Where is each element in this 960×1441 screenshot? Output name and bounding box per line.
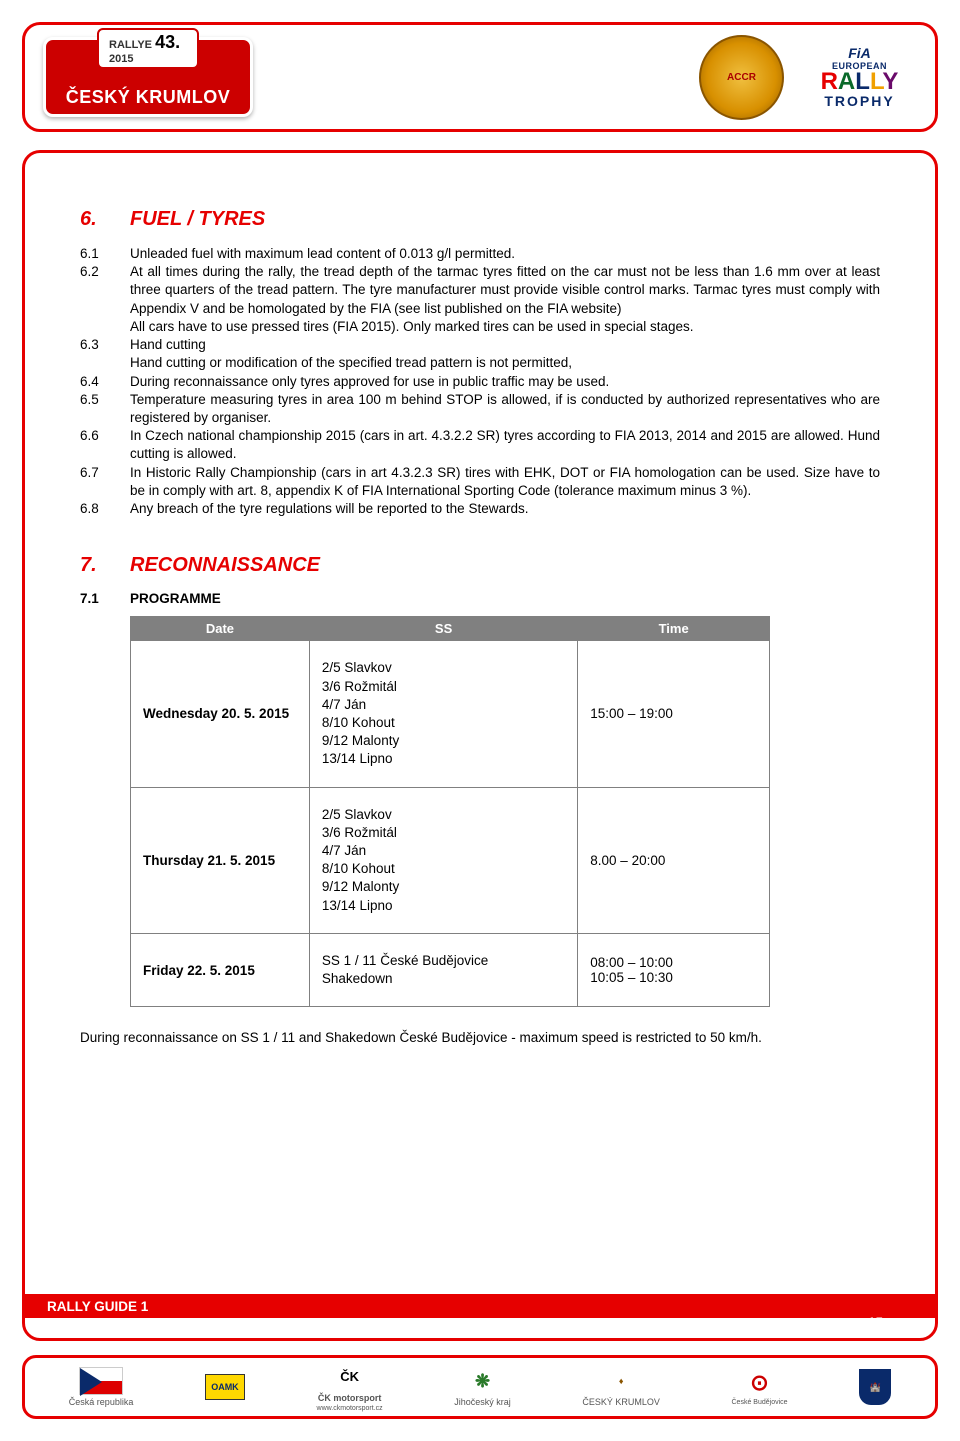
- section-6-title: 6.FUEL / TYRES: [80, 208, 880, 231]
- section-6-clauses: 6.1Unleaded fuel with maximum lead conte…: [80, 245, 880, 518]
- clause-body: Any breach of the tyre regulations will …: [130, 500, 880, 518]
- clause-row: 6.1Unleaded fuel with maximum lead conte…: [80, 245, 880, 263]
- fia-label: FiA: [848, 45, 871, 61]
- clause-number: 6.5: [80, 391, 130, 427]
- ss-cell: SS 1 / 11 České BudějoviceShakedown: [309, 933, 577, 1006]
- clause-row: 6.3Hand cuttingHand cutting or modificat…: [80, 336, 880, 372]
- rally-plate-logo: RALLYE 43. 2015 ČESKÝ KRUMLOV: [43, 37, 253, 117]
- crest-icon: 🏰: [859, 1369, 891, 1405]
- section-7-num: 7.: [80, 554, 130, 577]
- sponsor-label: Česká republika: [69, 1397, 134, 1407]
- krumlov-icon: ♦: [600, 1367, 642, 1395]
- footer-red-bar: RALLY GUIDE 1: [25, 1294, 935, 1318]
- programme-header-time: Time: [578, 617, 770, 641]
- programme-header-row: Date SS Time: [131, 617, 770, 641]
- date-cell: Thursday 21. 5. 2015: [131, 787, 310, 933]
- page-number: 15: [868, 1315, 883, 1330]
- clause-number: 6.6: [80, 427, 130, 463]
- sponsor-ceska-republika: Česká republika: [69, 1367, 134, 1407]
- section-7-sub-text: PROGRAMME: [130, 591, 221, 606]
- ck-icon: ČK: [329, 1363, 371, 1391]
- section-6-num: 6.: [80, 208, 130, 231]
- clause-number: 6.7: [80, 464, 130, 500]
- sponsor-jihocesky-kraj: ❋ Jihočeský kraj: [454, 1367, 511, 1407]
- clause-row: 6.6In Czech national championship 2015 (…: [80, 427, 880, 463]
- sponsor-label: ČK motorsport: [318, 1393, 382, 1403]
- clause-body: Temperature measuring tyres in area 100 …: [130, 391, 880, 427]
- clause-row: 6.2At all times during the rally, the tr…: [80, 263, 880, 336]
- time-cell: 08:00 – 10:0010:05 – 10:30: [578, 933, 770, 1006]
- clause-row: 6.5Temperature measuring tyres in area 1…: [80, 391, 880, 427]
- sponsor-label: České Budějovice: [732, 1399, 788, 1406]
- czech-flag-icon: [79, 1367, 123, 1395]
- table-row: Thursday 21. 5. 20152/5 Slavkov3/6 Rožmi…: [131, 787, 770, 933]
- fia-trophy: TROPHY: [824, 93, 894, 109]
- section-7-text: RECONNAISSANCE: [130, 554, 320, 576]
- clause-body: In Historic Rally Championship (cars in …: [130, 464, 880, 500]
- table-row: Wednesday 20. 5. 20152/5 Slavkov3/6 Rožm…: [131, 641, 770, 787]
- section-7-sub-num: 7.1: [80, 591, 130, 606]
- time-cell: 8.00 – 20:00: [578, 787, 770, 933]
- ss-cell: 2/5 Slavkov3/6 Rožmitál4/7 Ján8/10 Kohou…: [309, 641, 577, 787]
- section-7: 7.RECONNAISSANCE 7.1PROGRAMME Date SS Ti…: [80, 554, 880, 1047]
- sponsor-label: Jihočeský kraj: [454, 1397, 511, 1407]
- plate-bottom: ČESKÝ KRUMLOV: [46, 87, 250, 108]
- clause-body: Unleaded fuel with maximum lead content …: [130, 245, 880, 263]
- sponsor-ceske-budejovice: ⊙ České Budějovice: [732, 1369, 788, 1406]
- sponsor-cesky-krumlov: ♦ ČESKÝ KRUMLOV: [582, 1367, 660, 1407]
- jihocesky-icon: ❋: [462, 1367, 504, 1395]
- sponsor-label: ČESKÝ KRUMLOV: [582, 1397, 660, 1407]
- date-cell: Wednesday 20. 5. 2015: [131, 641, 310, 787]
- table-row: Friday 22. 5. 2015SS 1 / 11 České Budějo…: [131, 933, 770, 1006]
- ss-cell: 2/5 Slavkov3/6 Rožmitál4/7 Ján8/10 Kohou…: [309, 787, 577, 933]
- programme-table: Date SS Time Wednesday 20. 5. 20152/5 Sl…: [130, 616, 770, 1007]
- section-6-text: FUEL / TYRES: [130, 208, 265, 230]
- accr-badge-icon: ACCR: [699, 35, 784, 120]
- clause-row: 6.7In Historic Rally Championship (cars …: [80, 464, 880, 500]
- plate-top-right: 2015: [109, 53, 133, 65]
- oamk-icon: OAMK: [205, 1374, 245, 1400]
- section-7-title: 7.RECONNAISSANCE: [80, 554, 880, 577]
- clause-row: 6.4During reconnaissance only tyres appr…: [80, 373, 880, 391]
- plate-top-left: RALLYE: [109, 39, 152, 51]
- clause-body: In Czech national championship 2015 (car…: [130, 427, 880, 463]
- plate-top: RALLYE 43. 2015: [97, 28, 199, 69]
- plate-number: 43.: [155, 32, 180, 52]
- header-band: RALLYE 43. 2015 ČESKÝ KRUMLOV ACCR FiA E…: [22, 22, 938, 132]
- time-cell: 15:00 – 19:00: [578, 641, 770, 787]
- sponsor-crest: 🏰: [859, 1369, 891, 1405]
- sponsor-ck-motorsport: ČK ČK motorsport www.ckmotorsport.cz: [317, 1363, 383, 1412]
- clause-body: During reconnaissance only tyres approve…: [130, 373, 880, 391]
- programme-header-ss: SS: [309, 617, 577, 641]
- rally-plate: RALLYE 43. 2015 ČESKÝ KRUMLOV: [43, 37, 253, 117]
- clause-row: 6.8Any breach of the tyre regulations wi…: [80, 500, 880, 518]
- footer-sponsor-band: Česká republika OAMK ČK ČK motorsport ww…: [22, 1355, 938, 1419]
- clause-number: 6.3: [80, 336, 130, 372]
- content-frame: 6.FUEL / TYRES 6.1Unleaded fuel with max…: [22, 150, 938, 1341]
- sponsor-url: www.ckmotorsport.cz: [317, 1405, 383, 1412]
- sponsor-oamk: OAMK: [205, 1374, 245, 1400]
- clause-number: 6.1: [80, 245, 130, 263]
- programme-body: Wednesday 20. 5. 20152/5 Slavkov3/6 Rožm…: [131, 641, 770, 1007]
- clause-number: 6.8: [80, 500, 130, 518]
- fia-rally: RALLY: [821, 71, 899, 93]
- section-7-sub: 7.1PROGRAMME: [80, 591, 880, 606]
- budejovice-icon: ⊙: [739, 1369, 781, 1397]
- clause-number: 6.2: [80, 263, 130, 336]
- clause-body: At all times during the rally, the tread…: [130, 263, 880, 336]
- right-logos: ACCR FiA EUROPEAN RALLY TROPHY: [699, 35, 917, 120]
- rally-guide-label: RALLY GUIDE 1: [47, 1299, 148, 1314]
- date-cell: Friday 22. 5. 2015: [131, 933, 310, 1006]
- recon-note: During reconnaissance on SS 1 / 11 and S…: [80, 1029, 880, 1047]
- programme-header-date: Date: [131, 617, 310, 641]
- fia-badge: FiA EUROPEAN RALLY TROPHY: [802, 37, 917, 117]
- clause-body: Hand cuttingHand cutting or modification…: [130, 336, 880, 372]
- clause-number: 6.4: [80, 373, 130, 391]
